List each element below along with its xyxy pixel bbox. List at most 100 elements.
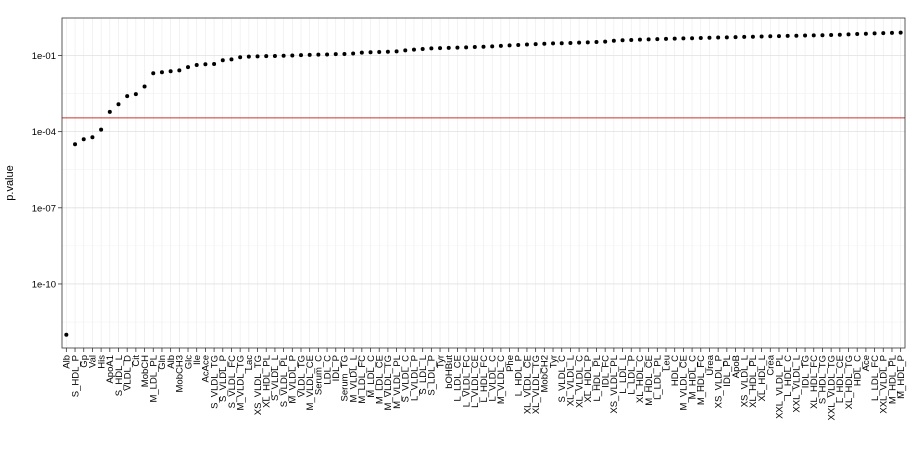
data-point — [238, 55, 243, 60]
data-point — [229, 57, 234, 62]
data-point — [811, 33, 816, 38]
x-tick-label: S_VLDL_PL — [279, 355, 290, 407]
data-point — [351, 51, 356, 56]
x-tick-label: S_VLDL_L — [270, 355, 281, 401]
x-tick-label: L_LDL_FC — [870, 355, 881, 401]
x-tick-label: XS_VLDL_PL — [609, 355, 620, 414]
x-tick-label: S_LDL_L — [418, 355, 429, 395]
data-point — [264, 54, 269, 59]
x-tick-label: IDL_PL — [722, 355, 733, 387]
data-point — [151, 71, 156, 76]
data-point — [698, 35, 703, 40]
x-tick-label: XXL_VLDL_PL — [774, 355, 785, 419]
data-point — [212, 62, 217, 67]
data-point — [377, 49, 382, 54]
x-tick-label: Cit — [131, 355, 142, 367]
data-point — [498, 43, 503, 48]
data-point — [168, 69, 173, 74]
data-point — [655, 37, 660, 42]
data-point — [307, 52, 312, 57]
data-point — [707, 35, 712, 40]
x-tick-label: M_HDL_PL — [887, 355, 898, 404]
x-axis: AlbS_HDL_PGpValHisApoA1S_HDL_LVLDL_DCitM… — [62, 348, 907, 420]
data-point — [672, 36, 677, 41]
x-tick-label: Glc — [183, 355, 194, 370]
x-tick-label: IDL_TG — [800, 355, 811, 388]
x-tick-label: M_VLDL_PL — [392, 355, 403, 409]
x-tick-label: M_LDL_CE — [375, 355, 386, 404]
data-point — [768, 34, 773, 39]
x-tick-label: S_LDL_P — [427, 355, 438, 396]
data-point — [794, 33, 799, 38]
x-tick-label: M_HDL_FC — [696, 355, 707, 405]
x-tick-label: L_HDL_FC — [479, 355, 490, 403]
x-tick-label: HDL_C — [853, 355, 864, 386]
x-tick-label: M_VLDL_CE — [679, 355, 690, 410]
x-tick-label: S_HDL_L — [114, 355, 125, 396]
x-tick-label: XXL_VLDL_L — [792, 355, 803, 413]
data-point — [733, 35, 738, 40]
x-tick-label: L_HDL_C — [783, 355, 794, 397]
data-point — [420, 47, 425, 52]
data-point — [507, 43, 512, 48]
x-tick-label: IDL_FC — [600, 355, 611, 388]
x-tick-label: Crea — [766, 354, 777, 375]
data-point — [107, 109, 112, 114]
data-point — [646, 37, 651, 42]
x-tick-label: MobCH3 — [175, 355, 186, 393]
x-tick-label: HDL_C — [670, 355, 681, 386]
data-point — [394, 49, 399, 54]
data-point — [724, 35, 729, 40]
x-tick-label: XS_VLDL_L — [740, 355, 751, 407]
data-point — [472, 45, 477, 50]
data-point — [464, 45, 469, 50]
y-tick-label: 1e-01 — [32, 51, 56, 62]
x-tick-label: ApoB — [731, 355, 742, 378]
data-point — [585, 40, 590, 45]
data-point — [516, 42, 521, 47]
x-tick-label: S_VLDL_C — [557, 355, 568, 403]
points-layer — [64, 30, 903, 337]
x-tick-label: XXL_VLDL_P — [879, 355, 890, 414]
x-tick-label: M_LDL_FC — [357, 355, 368, 404]
x-tick-label: Alb — [62, 355, 73, 369]
data-point — [863, 31, 868, 36]
data-point — [750, 34, 755, 39]
x-tick-label: L_LDL_CE — [453, 355, 464, 401]
x-tick-label: Ile — [192, 355, 203, 365]
data-point — [438, 46, 443, 51]
x-tick-label: ApoA1 — [105, 355, 116, 384]
data-point — [403, 48, 408, 53]
x-tick-label: S_HDL_TG — [818, 355, 829, 404]
data-point — [559, 41, 564, 46]
data-point — [837, 32, 842, 37]
data-point — [116, 102, 121, 107]
data-point — [577, 40, 582, 45]
data-point — [81, 137, 86, 142]
x-tick-label: XL_HDL_P — [583, 355, 594, 403]
x-tick-label: L_LDL_L — [618, 355, 629, 394]
data-point — [316, 52, 321, 57]
data-point — [255, 54, 260, 59]
x-tick-label: MobCH — [140, 355, 151, 387]
data-point — [99, 127, 104, 132]
data-point — [481, 44, 486, 49]
data-point — [846, 32, 851, 37]
data-point — [803, 33, 808, 38]
x-tick-label: M_VLDL_TG — [235, 355, 246, 410]
x-tick-label: XL_VLDL_C — [574, 355, 585, 408]
x-tick-label: LDL_C — [322, 355, 333, 385]
x-tick-label: S_HDL_P — [70, 355, 81, 397]
x-tick-label: L_VLDL_CE — [470, 355, 481, 408]
data-point — [620, 38, 625, 43]
data-point — [603, 39, 608, 44]
x-tick-label: XL_HDL_PL — [748, 355, 759, 408]
x-tick-label: bOHBut — [444, 355, 455, 389]
x-tick-label: XL_HDL_L — [757, 355, 768, 401]
x-tick-label: Lac — [244, 355, 255, 371]
data-point — [411, 47, 416, 52]
x-tick-label: M_LDL_C — [366, 355, 377, 398]
data-point — [551, 41, 556, 46]
data-point — [820, 33, 825, 38]
y-tick-label: 1e-07 — [32, 203, 56, 214]
